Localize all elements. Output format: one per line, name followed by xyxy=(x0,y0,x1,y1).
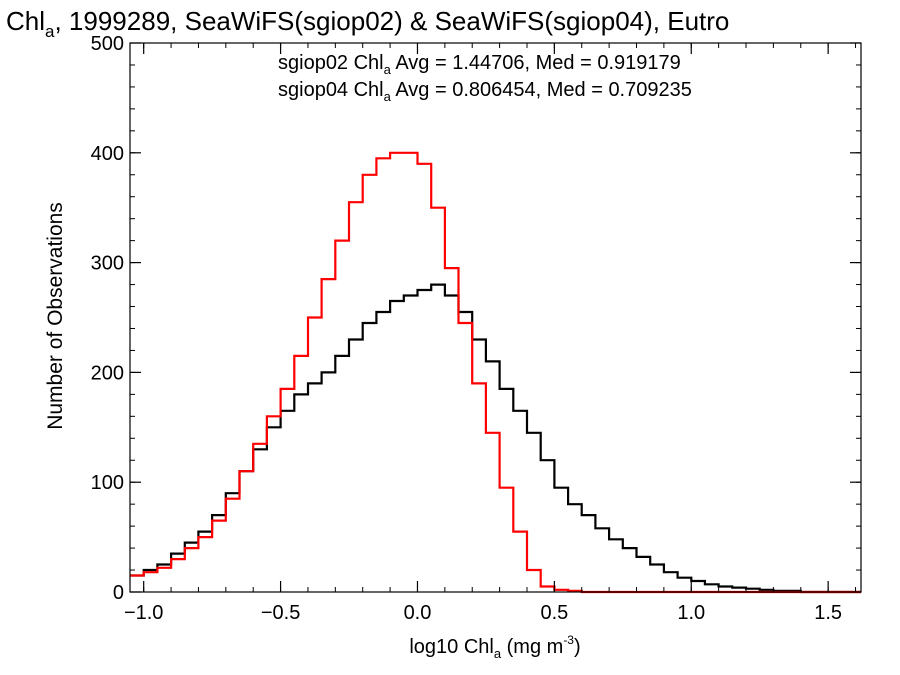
y-tick-label: 400 xyxy=(91,143,124,165)
chart-title: Chla, 1999289, SeaWiFS(sgiop02) & SeaWiF… xyxy=(6,6,729,41)
plot-layer: −1.0 −0.5 0.0 0.5 1.0 1.5 0 100 200 300 400 500 xyxy=(91,33,862,624)
annotation-sgiop04-text: sgiop04 Chla Avg = 0.806454, Med = 0.709… xyxy=(278,79,692,104)
y-tick-label: 100 xyxy=(91,472,124,494)
y-tick-label: 500 xyxy=(91,33,124,55)
x-axis-label: log10 Chla (mg m-3) xyxy=(409,633,580,661)
series-sgiop04-line xyxy=(130,151,861,594)
plot-frame xyxy=(129,42,862,593)
annotation-sgiop04: sgiop04 Chla Avg = 0.806454, Med = 0.709… xyxy=(278,79,692,104)
x-tick-label: 1.0 xyxy=(677,602,705,624)
annotation-sgiop02: sgiop02 Chla Avg = 1.44706, Med = 0.9191… xyxy=(278,52,681,77)
x-tick-label: 1.5 xyxy=(814,602,842,624)
y-tick-label: 0 xyxy=(113,582,124,604)
x-tick-label: 0.0 xyxy=(404,602,432,624)
x-tick-label: −1.0 xyxy=(124,602,163,624)
y-axis-label: Number of Observations xyxy=(44,202,67,430)
x-tick-label: 0.5 xyxy=(540,602,568,624)
y-tick-label: 300 xyxy=(91,253,124,275)
series-sgiop02-line xyxy=(130,283,861,594)
y-tick-label: 200 xyxy=(91,362,124,384)
annotation-sgiop02-text: sgiop02 Chla Avg = 1.44706, Med = 0.9191… xyxy=(278,52,681,77)
x-tick-label: −0.5 xyxy=(261,602,300,624)
